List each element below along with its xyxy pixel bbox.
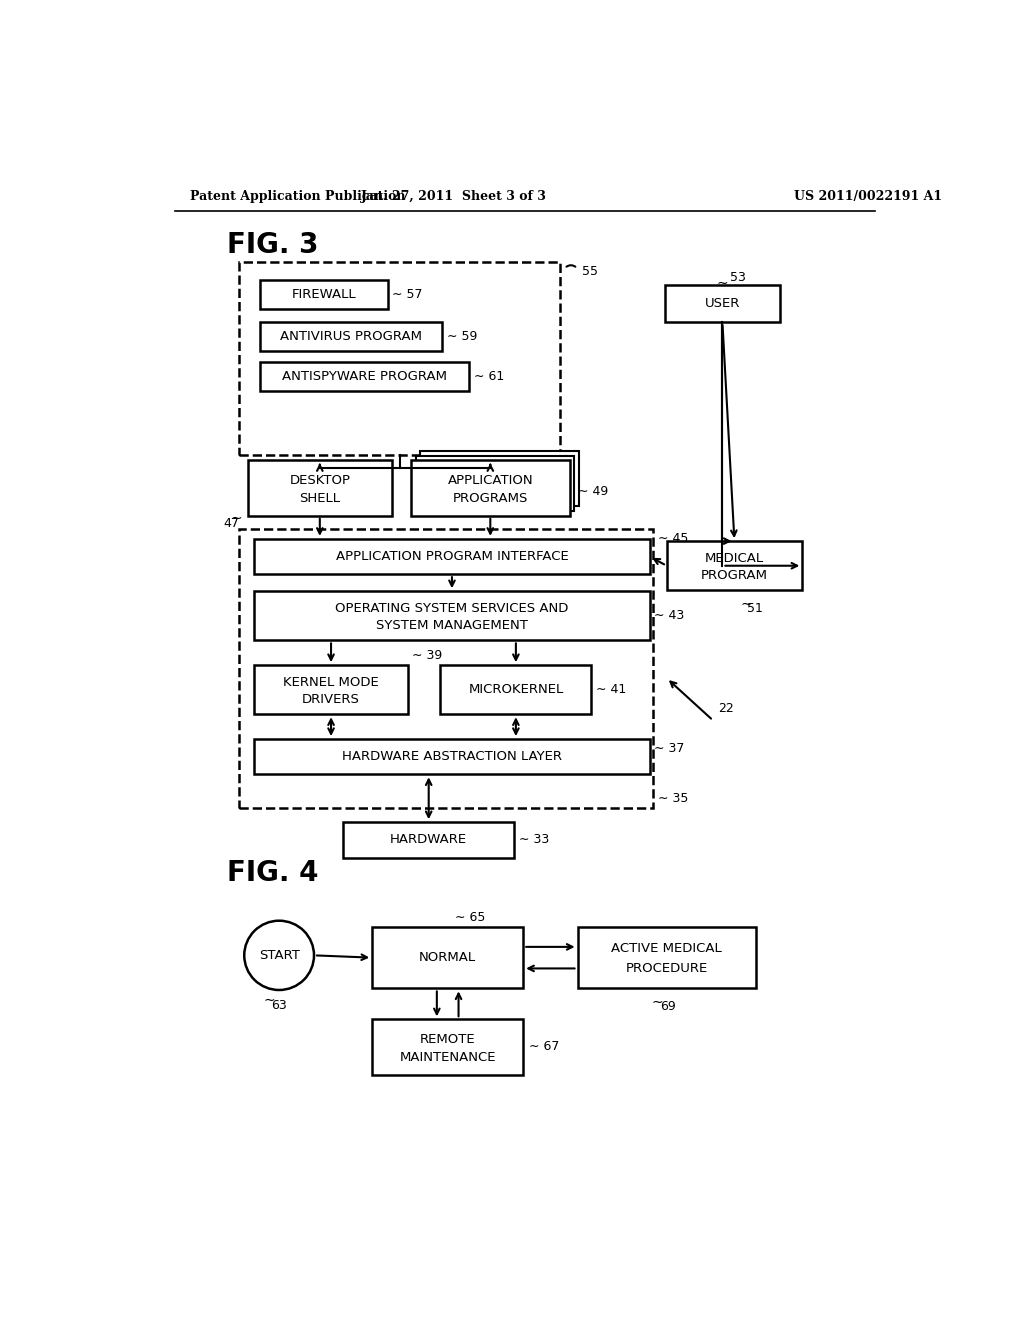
Text: ∼ 41: ∼ 41 bbox=[596, 684, 627, 696]
Text: HARDWARE: HARDWARE bbox=[390, 833, 467, 846]
Text: KERNEL MODE: KERNEL MODE bbox=[284, 676, 379, 689]
Bar bbox=[372, 927, 523, 989]
Text: ∼ 65: ∼ 65 bbox=[456, 911, 485, 924]
Text: HARDWARE ABSTRACTION LAYER: HARDWARE ABSTRACTION LAYER bbox=[342, 750, 562, 763]
Text: ∼ 37: ∼ 37 bbox=[654, 742, 685, 755]
Bar bbox=[343, 822, 514, 858]
Text: ∼ 59: ∼ 59 bbox=[446, 330, 477, 343]
Text: ∼ 43: ∼ 43 bbox=[654, 610, 684, 622]
Bar bbox=[416, 455, 574, 511]
Text: ANTISPYWARE PROGRAM: ANTISPYWARE PROGRAM bbox=[282, 370, 446, 383]
Bar bbox=[239, 263, 560, 455]
Bar bbox=[254, 539, 649, 574]
Text: FIG. 4: FIG. 4 bbox=[227, 859, 318, 887]
Text: REMOTE: REMOTE bbox=[420, 1032, 475, 1045]
Text: ∼ 67: ∼ 67 bbox=[529, 1040, 560, 1053]
Bar bbox=[254, 739, 649, 775]
Bar bbox=[440, 665, 592, 714]
Text: ∼: ∼ bbox=[740, 597, 753, 611]
Bar bbox=[248, 461, 391, 516]
Bar bbox=[578, 927, 756, 989]
Bar bbox=[254, 591, 649, 640]
Text: MICROKERNEL: MICROKERNEL bbox=[468, 684, 563, 696]
Bar bbox=[260, 322, 442, 351]
Text: ∼: ∼ bbox=[717, 276, 728, 289]
Text: ∼ 49: ∼ 49 bbox=[578, 486, 608, 499]
Text: FIG. 3: FIG. 3 bbox=[227, 231, 318, 259]
Text: 47: 47 bbox=[223, 517, 239, 529]
Text: ∼ 57: ∼ 57 bbox=[392, 288, 423, 301]
Text: SHELL: SHELL bbox=[299, 492, 340, 506]
Bar bbox=[260, 280, 388, 309]
Text: APPLICATION: APPLICATION bbox=[447, 474, 534, 487]
Text: US 2011/0022191 A1: US 2011/0022191 A1 bbox=[795, 190, 943, 203]
Text: PROGRAM: PROGRAM bbox=[701, 569, 768, 582]
Bar bbox=[667, 541, 802, 590]
Text: 55: 55 bbox=[583, 265, 598, 279]
Text: OPERATING SYSTEM SERVICES AND: OPERATING SYSTEM SERVICES AND bbox=[335, 602, 568, 615]
Text: PROCEDURE: PROCEDURE bbox=[626, 962, 708, 975]
Bar bbox=[239, 529, 653, 808]
Bar bbox=[254, 665, 408, 714]
Text: SYSTEM MANAGEMENT: SYSTEM MANAGEMENT bbox=[376, 619, 528, 632]
Text: ∼: ∼ bbox=[651, 995, 663, 1010]
Text: ∼ 45: ∼ 45 bbox=[658, 532, 688, 545]
Bar bbox=[665, 285, 779, 322]
Text: PROGRAMS: PROGRAMS bbox=[453, 492, 528, 506]
Bar bbox=[420, 451, 579, 507]
Text: APPLICATION PROGRAM INTERFACE: APPLICATION PROGRAM INTERFACE bbox=[336, 550, 568, 564]
Text: ∼ 61: ∼ 61 bbox=[474, 370, 504, 383]
Text: 51: 51 bbox=[746, 602, 763, 615]
Text: ∼: ∼ bbox=[263, 993, 275, 1007]
Text: START: START bbox=[259, 949, 300, 962]
Text: ANTIVIRUS PROGRAM: ANTIVIRUS PROGRAM bbox=[280, 330, 422, 343]
Bar bbox=[411, 461, 569, 516]
Text: MEDICAL: MEDICAL bbox=[705, 552, 764, 565]
Text: NORMAL: NORMAL bbox=[419, 952, 476, 964]
Bar bbox=[260, 362, 469, 391]
Text: 22: 22 bbox=[719, 702, 734, 715]
Text: USER: USER bbox=[705, 297, 740, 310]
Circle shape bbox=[245, 921, 314, 990]
Text: MAINTENANCE: MAINTENANCE bbox=[399, 1051, 496, 1064]
Text: DRIVERS: DRIVERS bbox=[302, 693, 360, 706]
Bar bbox=[372, 1019, 523, 1074]
Text: ∼ 33: ∼ 33 bbox=[518, 833, 549, 846]
Text: ∼ 39: ∼ 39 bbox=[413, 649, 442, 663]
Text: 63: 63 bbox=[271, 999, 287, 1012]
Text: Jan. 27, 2011  Sheet 3 of 3: Jan. 27, 2011 Sheet 3 of 3 bbox=[360, 190, 547, 203]
Text: ∼ 35: ∼ 35 bbox=[658, 792, 688, 805]
Text: Patent Application Publication: Patent Application Publication bbox=[190, 190, 406, 203]
Text: FIREWALL: FIREWALL bbox=[292, 288, 356, 301]
Text: ACTIVE MEDICAL: ACTIVE MEDICAL bbox=[611, 942, 722, 954]
Text: DESKTOP: DESKTOP bbox=[290, 474, 350, 487]
Text: 69: 69 bbox=[660, 1001, 676, 1014]
Text: ∼: ∼ bbox=[230, 511, 242, 525]
Text: 53: 53 bbox=[730, 271, 746, 284]
